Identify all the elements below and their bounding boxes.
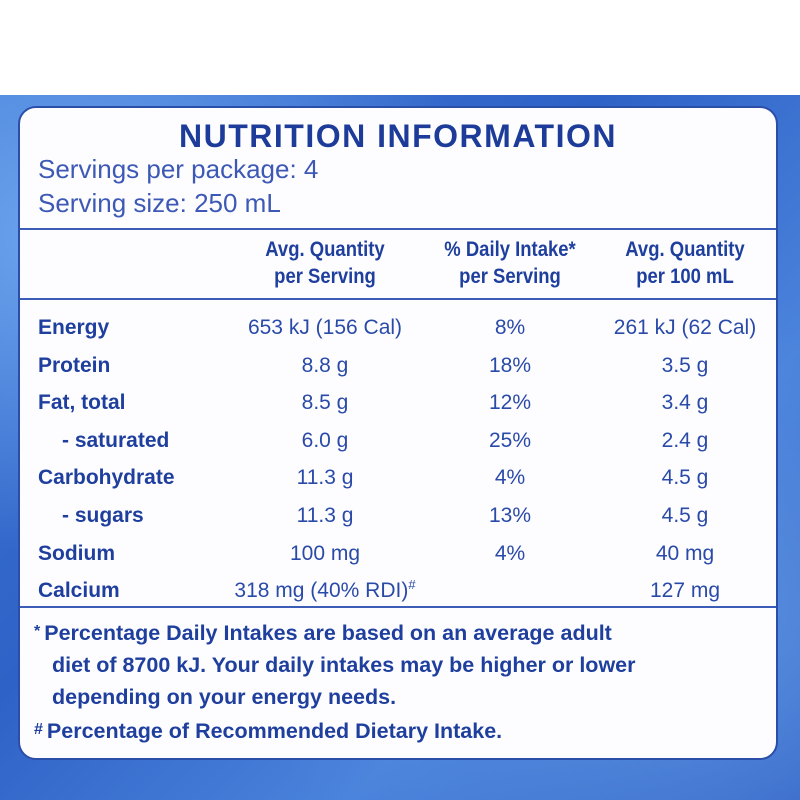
per-serving-value: 8.8 g [301,353,349,377]
per-serving-value: 653 kJ (156 Cal) [247,316,403,339]
footnote-line: * Percentage Daily Intakes are based on a… [34,616,764,649]
column-header-line: per 100 mL [636,265,734,288]
column-header-line: per Serving [459,265,561,288]
per-100ml-value: 127 mg [649,579,721,603]
per-serving-text: 318 mg (40% RDI) [234,579,409,603]
table-row: - sugars 11.3 g 13% 4.5 g [20,500,776,538]
column-header-per-serving: Avg. Quantity per Serving [250,236,400,290]
table-row: - saturated 6.0 g 25% 2.4 g [20,425,776,463]
footnote-daily-intake: * Percentage Daily Intakes are based on a… [34,616,764,713]
nutrition-table: Energy 653 kJ (156 Cal) 8% 261 kJ (62 Ca… [20,312,776,613]
divider-top [20,228,776,230]
daily-intake-value: 4% [494,466,526,490]
nutrient-name: - sugars [62,503,144,527]
column-header-line: Avg. Quantity [265,238,385,261]
table-row: Fat, total 8.5 g 12% 3.4 g [20,387,776,425]
hash-marker: # [34,721,43,738]
table-row: Protein 8.8 g 18% 3.5 g [20,350,776,388]
per-serving-value: 100 mg [289,541,361,565]
per-100ml-value: 2.4 g [661,428,709,452]
serving-size: Serving size: 250 mL [38,188,281,218]
table-row: Sodium 100 mg 4% 40 mg [20,538,776,576]
servings-per-package: Servings per package: 4 [38,154,319,184]
daily-intake-value: 8% [494,316,526,339]
per-100ml-value: 261 kJ (62 Cal) [613,316,757,339]
per-100ml-value: 3.4 g [661,391,709,415]
per-serving-value: 6.0 g [301,428,349,452]
nutrient-name: Calcium [38,579,120,603]
daily-intake-value: 4% [494,541,526,565]
panel-title: NUTRITION INFORMATION [179,118,617,154]
table-row: Carbohydrate 11.3 g 4% 4.5 g [20,462,776,500]
daily-intake-value: 18% [488,353,532,377]
nutrition-panel: NUTRITION INFORMATION Servings per packa… [18,106,778,760]
nutrient-name: Fat, total [38,391,126,415]
nutrient-name: Sodium [38,541,115,565]
table-row: Energy 653 kJ (156 Cal) 8% 261 kJ (62 Ca… [20,312,776,350]
footnote-rdi: # Percentage of Recommended Dietary Intak… [34,714,764,747]
table-row: Calcium 318 mg (40% RDI)# 127 mg [20,575,776,613]
divider-header [20,298,776,300]
per-serving-value: 11.3 g [296,466,354,490]
daily-intake-value: 25% [488,428,532,452]
column-header-per-100ml: Avg. Quantity per 100 mL [610,236,760,290]
column-header-line: % Daily Intake* [444,238,576,261]
column-header-line: Avg. Quantity [625,238,745,261]
nutrient-name: Energy [38,316,110,339]
footnote-text: Percentage Daily Intakes are based on an… [44,621,612,645]
footnote-text: Percentage of Recommended Dietary Intake… [46,719,503,743]
nutrient-name: Carbohydrate [38,466,175,490]
per-100ml-value: 4.5 g [661,503,709,527]
nutrient-name: - saturated [62,428,170,452]
nutrient-name: Protein [38,353,111,377]
daily-intake-value: 13% [488,503,532,527]
per-100ml-value: 4.5 g [661,466,709,490]
per-100ml-value: 3.5 g [661,353,709,377]
daily-intake-value: 12% [488,391,532,415]
asterisk-marker: * [34,623,41,640]
per-serving-value: 8.5 g [301,391,349,415]
footnote-line: depending on your energy needs. [52,685,397,709]
per-serving-value: 318 mg (40% RDI)# [230,575,420,607]
column-header-daily-intake: % Daily Intake* per Serving [431,236,589,290]
per-serving-value: 11.3 g [296,503,354,527]
per-100ml-value: 40 mg [655,541,715,565]
footnote-line: diet of 8700 kJ. Your daily intakes may … [52,653,636,677]
column-header-line: per Serving [274,265,376,288]
divider-footnotes [20,606,776,608]
rdi-marker: # [408,577,416,593]
